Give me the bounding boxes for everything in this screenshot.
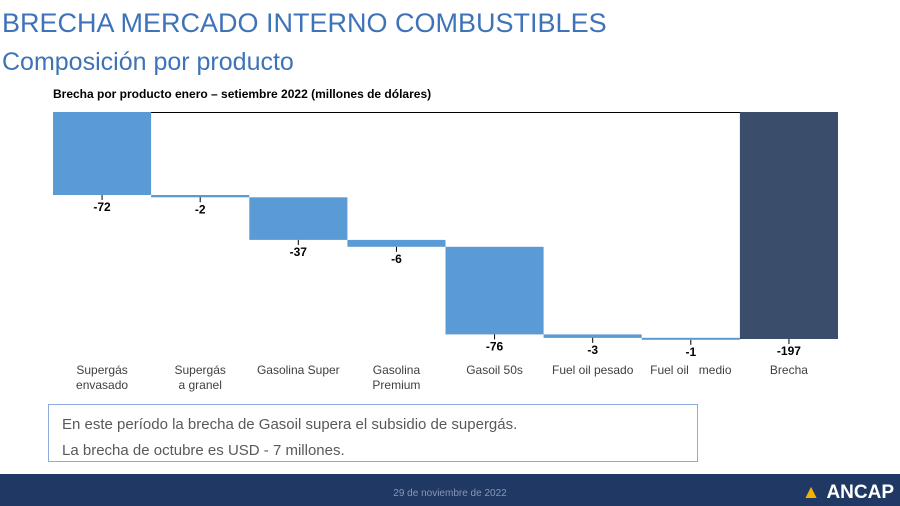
bar-6 (641, 337, 740, 340)
bar-5 (543, 334, 642, 338)
category-label-0-1: envasado (76, 378, 128, 392)
category-label-6-0: Fuel oil medio (650, 363, 732, 377)
bar-4 (445, 246, 544, 335)
data-label-1: -2 (195, 202, 206, 216)
data-label-4: -76 (486, 339, 504, 353)
note-line-1: En este período la brecha de Gasoil supe… (62, 416, 518, 433)
data-label-3: -6 (391, 252, 402, 266)
category-label-7-0: Brecha (770, 363, 808, 377)
bar-7 (739, 112, 838, 339)
bar-0 (53, 112, 152, 195)
note-line-2: La brecha de octubre es USD - 7 millones… (62, 442, 345, 459)
category-label-5-0: Fuel oil pesado (552, 363, 634, 377)
chart-title: Brecha por producto enero – setiembre 20… (53, 87, 432, 101)
category-label-1-0: Supergás (175, 363, 226, 377)
category-label-2-0: Gasolina Super (257, 363, 340, 377)
footer-date: 29 de noviembre de 2022 (393, 488, 507, 499)
category-label-0-0: Supergás (76, 363, 127, 377)
note-box: En este período la brecha de Gasoil supe… (48, 404, 698, 462)
bar-3 (347, 239, 446, 247)
ancap-logo: ▲ ANCAP (802, 482, 894, 504)
data-label-2: -37 (290, 245, 308, 259)
category-label-3-1: Premium (372, 378, 420, 392)
footer-bar: 29 de noviembre de 2022 ▲ ANCAP (0, 474, 900, 506)
category-label-3-0: Gasolina (373, 363, 421, 377)
category-label-4-0: Gasoil 50s (466, 363, 523, 377)
data-label-7: -197 (777, 344, 801, 358)
category-label-1-1: a granel (179, 378, 222, 392)
page-title: BRECHA MERCADO INTERNO COMBUSTIBLES (2, 8, 607, 38)
bar-1 (151, 195, 250, 198)
logo-text: ANCAP (826, 482, 894, 503)
triangle-icon: ▲ (801, 482, 821, 503)
bar-2 (249, 197, 348, 240)
data-label-5: -3 (587, 343, 598, 357)
data-label-6: -1 (685, 345, 696, 359)
data-label-0: -72 (93, 200, 111, 214)
page-subtitle: Composición por producto (2, 48, 294, 76)
